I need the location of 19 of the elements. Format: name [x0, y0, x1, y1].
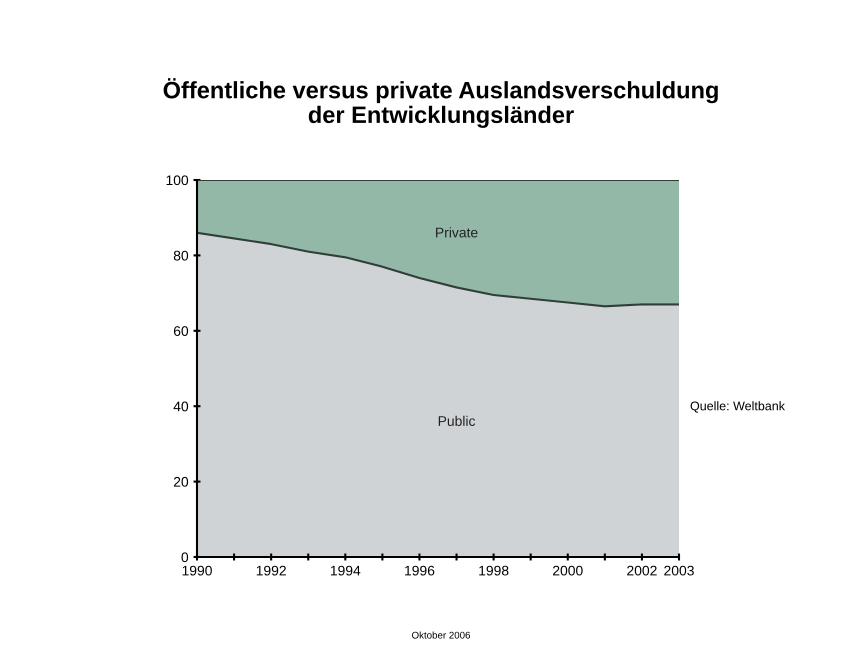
- series-label: Public: [438, 416, 476, 426]
- chart-title: Öffentliche versus private Auslandsverschuldung der Entwicklungsländer: [164, 78, 718, 128]
- series-label: Private: [436, 227, 478, 238]
- x-tick-label: 1994: [330, 566, 360, 576]
- y-tick-label: 0: [181, 552, 188, 562]
- text: Oktober 2006: [412, 631, 470, 639]
- y-tick-label: 80: [174, 250, 188, 261]
- x-tick-label: 1998: [479, 566, 508, 576]
- x-tick-label: 2000: [553, 566, 583, 576]
- x-tick-label: 2003: [664, 566, 694, 576]
- x-tick-label: 1990: [182, 566, 212, 576]
- y-tick-label: 40: [174, 402, 188, 412]
- y-tick-label: 60: [174, 326, 188, 336]
- source-note: Quelle: Weltbank: [690, 401, 785, 413]
- x-tick-label: 2002: [627, 566, 657, 576]
- y-tick-label: 20: [174, 476, 188, 487]
- y-tick-label: 100: [166, 175, 188, 186]
- x-tick-label: 1992: [256, 566, 286, 576]
- x-tick-label: 1996: [405, 566, 434, 576]
